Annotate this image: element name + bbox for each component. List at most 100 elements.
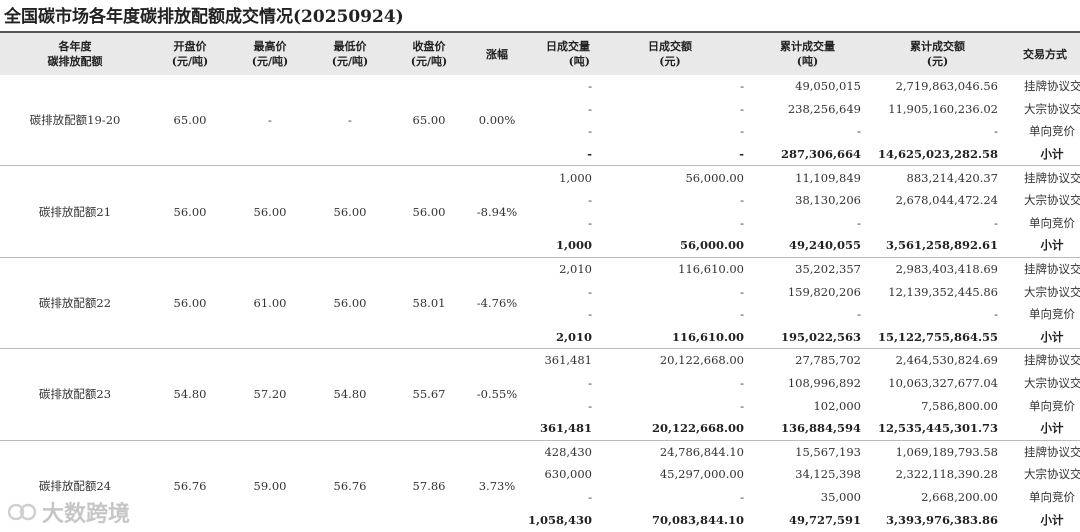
trade-method: 小计 — [1010, 142, 1080, 167]
trade-method: 小计 — [1010, 416, 1080, 441]
daily-amt: - — [598, 142, 750, 167]
close-price: 56.00 — [390, 165, 468, 258]
subtotal-row: 361,481 20,122,668.00 136,884,594 12,535,44… — [0, 416, 1080, 441]
daily-amt: - — [740, 124, 744, 139]
cum-amt: 2,719,863,046.56 — [895, 79, 998, 94]
daily-amt: 56,000.00 — [598, 234, 750, 258]
trade-method: 大宗协议交易 — [1024, 284, 1080, 299]
daily-amt: - — [740, 307, 744, 322]
cum-qty: 159,820,206 — [787, 284, 861, 299]
table-row: - - - - 单向竞价 — [0, 120, 1080, 143]
daily-amt: 20,122,668.00 — [659, 353, 744, 368]
cum-qty: 15,567,193 — [795, 444, 861, 459]
daily-qty: 361,481 — [526, 416, 598, 441]
cum-qty: 35,202,357 — [795, 262, 861, 277]
table-row: - - 38,130,206 2,678,044,472.24 大宗协议交易 — [0, 189, 1080, 212]
low-price: 54.80 — [310, 348, 390, 441]
allowance-name: 碳排放配额24 — [38, 478, 112, 493]
cum-qty: - — [857, 307, 861, 322]
subtotal-row: 2,010 116,610.00 195,022,563 15,122,755,864… — [0, 325, 1080, 350]
table-row: - - 159,820,206 12,139,352,445.86 大宗协议交易 — [0, 280, 1080, 303]
cum-qty: 108,996,892 — [787, 376, 861, 391]
allowance-name: 碳排放配额22 — [0, 257, 150, 350]
trade-method: 单向竞价 — [1029, 307, 1075, 322]
table-row: 碳排放配额22 56.00 61.00 56.00 58.01 -4.76% 2,010 11… — [0, 257, 1080, 350]
trade-method: 小计 — [1010, 325, 1080, 350]
daily-qty: 2,010 — [559, 262, 592, 277]
cum-amt: 1,069,189,793.58 — [895, 444, 998, 459]
header-qty: 日成交量 (吨) — [526, 31, 598, 75]
cum-qty: 27,785,702 — [795, 353, 861, 368]
open-price: 65.00 — [150, 75, 230, 167]
allowance-name: 碳排放配额19-20 — [0, 75, 150, 167]
header-open: 开盘价 (元/吨) — [150, 31, 230, 75]
subtotal-row: 1,000 56,000.00 49,240,055 3,561,258,892.61… — [0, 234, 1080, 258]
daily-amt: 20,122,668.00 — [598, 416, 750, 441]
table-row: - - 35,000 2,668,200.00 单向竞价 — [0, 486, 1080, 509]
table-row: - - 238,256,649 11,905,160,236.02 大宗协议交易 — [0, 98, 1080, 121]
change-pct: 0.00% — [468, 75, 526, 167]
subtotal-row: - -287,306,664 14,625,023,282.58 小计 — [0, 142, 1080, 167]
watermark-text: 大数跨境 — [42, 502, 131, 527]
allowance-name: 碳排放配额23 — [0, 348, 150, 441]
cum-qty: 11,109,849 — [795, 170, 861, 185]
high-price: 56.00 — [230, 165, 310, 258]
daily-amt: - — [740, 376, 744, 391]
cum-amt: 2,668,200.00 — [921, 489, 998, 504]
header-method: 交易方式 — [1010, 31, 1080, 75]
daily-amt: - — [740, 398, 744, 413]
cum-amt: 11,905,160,236.02 — [888, 101, 998, 116]
open-price: 56.00 — [150, 165, 230, 258]
header-cum-qty: 累计成交量 (吨) — [750, 31, 865, 75]
daily-amt: 56,000.00 — [685, 170, 744, 185]
daily-qty: - — [588, 124, 592, 139]
watermark: 大数跨境 — [8, 496, 130, 528]
close-price: 65.00 — [390, 75, 468, 167]
daily-qty: 428,430 — [544, 444, 592, 459]
header-name: 各年度 碳排放配额 — [0, 31, 150, 75]
cum-qty: 287,306,664 — [750, 142, 865, 167]
daily-amt: 116,610.00 — [598, 325, 750, 350]
high-price: 57.20 — [230, 348, 310, 441]
trade-method: 挂牌协议交易 — [1024, 170, 1080, 185]
cum-qty: 49,727,591 — [788, 512, 861, 527]
cum-qty: 35,000 — [820, 489, 861, 504]
open-price: 54.80 — [150, 348, 230, 441]
daily-qty: - — [588, 79, 592, 94]
daily-qty: 630,000 — [544, 467, 592, 482]
trade-method: 单向竞价 — [1029, 215, 1075, 230]
cum-amt: - — [994, 307, 998, 322]
header-high: 最高价 (元/吨) — [230, 31, 310, 75]
cum-amt: 883,214,420.37 — [906, 170, 998, 185]
table-row: 630,000 45,297,000.00 34,125,398 2,322,118,… — [0, 463, 1080, 486]
cum-amt: 7,586,800.00 — [921, 398, 998, 413]
close-price: 58.01 — [390, 257, 468, 350]
cum-amt: 12,139,352,445.86 — [888, 284, 998, 299]
high-price: 61.00 — [230, 257, 310, 350]
change-pct: 3.73% — [478, 478, 516, 493]
change-pct: -8.94% — [468, 165, 526, 258]
cum-qty: - — [857, 215, 861, 230]
subtotal-row: 1,058,430 70,083,844.10 49,727,591 3,393,97… — [0, 508, 1080, 531]
header-low: 最低价 (元/吨) — [310, 31, 390, 75]
table-row: 碳排放配额19-20 65.00- -65.00 0.00% - -49,050,015 2… — [0, 75, 1080, 167]
daily-qty: 1,058,430 — [527, 512, 592, 527]
trade-method: 挂牌协议交易 — [1024, 353, 1080, 368]
table-row: - - - - 单向竞价 — [0, 303, 1080, 326]
close-price: 57.86 — [412, 478, 446, 493]
cum-amt: 10,063,327,677.04 — [888, 376, 998, 391]
cum-amt: 3,393,976,383.86 — [885, 512, 998, 527]
page-title: 全国碳市场各年度碳排放配额成交情况(20250924) — [4, 7, 404, 27]
low-price: 56.00 — [310, 165, 390, 258]
trade-method: 单向竞价 — [1029, 398, 1075, 413]
change-pct: -0.55% — [468, 348, 526, 441]
trade-method: 挂牌协议交易 — [1024, 262, 1080, 277]
table-row: 碳排放配额23 54.80 57.20 54.80 55.67 -0.55% 361,481… — [0, 348, 1080, 441]
header-cum-amt: 累计成交额 (元) — [865, 31, 1010, 75]
header-amt: 日成交额 (元) — [598, 31, 750, 75]
daily-qty: - — [588, 376, 592, 391]
high-price: - — [230, 75, 310, 167]
daily-qty: - — [588, 284, 592, 299]
daily-amt: - — [740, 101, 744, 116]
cum-qty: 238,256,649 — [787, 101, 861, 116]
